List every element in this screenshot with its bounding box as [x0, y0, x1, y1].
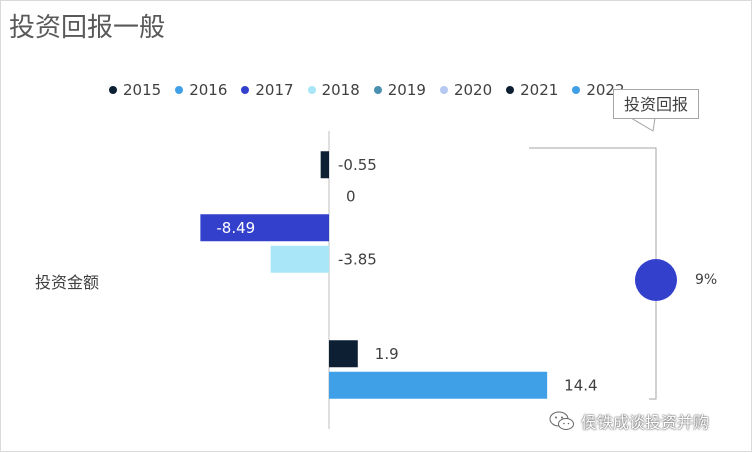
legend-marker-2022: [572, 86, 581, 94]
chart-legend: 2015 2016 2017 2018 2019 2020 2021 2022: [109, 80, 639, 100]
data-label-2017: -8.49: [216, 219, 255, 237]
legend-label-2017: 2017: [255, 81, 294, 99]
legend-marker-2015: [109, 86, 117, 94]
legend-marker-2016: [175, 86, 184, 94]
return-marker: [635, 259, 677, 301]
data-label-2022: 14.4: [564, 376, 597, 394]
category-axis-label: 投资金额: [35, 273, 100, 292]
legend-label-2021: 2021: [520, 81, 559, 99]
legend-label-2015: 2015: [123, 81, 162, 99]
legend-item-2017: 2017: [241, 81, 294, 99]
data-label-2021: 1.9: [375, 345, 399, 363]
legend-item-2015: 2015: [109, 81, 161, 99]
legend-item-2018: 2018: [307, 81, 360, 99]
legend-item-2020: 2020: [439, 81, 493, 99]
legend-label-2016: 2016: [189, 81, 228, 99]
bar-2018: [270, 245, 329, 273]
wechat-icon: [549, 411, 574, 430]
legend-label-2020: 2020: [453, 81, 493, 99]
legend-marker-2020: [439, 86, 448, 94]
legend-marker-2017: [241, 86, 250, 94]
legend-marker-2018: [307, 86, 316, 94]
bar-2021: [329, 340, 358, 368]
legend-item-2019: 2019: [373, 81, 426, 99]
legend-item-2016: 2016: [175, 81, 227, 99]
data-label-2015: -0.55: [338, 156, 377, 174]
legend-label-2018: 2018: [321, 81, 360, 99]
legend-marker-2019: [373, 86, 382, 94]
bar-2022: [329, 371, 548, 399]
return-value-label: 9%: [695, 272, 718, 288]
return-callout: 投资回报: [613, 89, 699, 119]
chart-title: 投资回报一般: [9, 13, 166, 43]
data-label-2016: 0: [346, 187, 356, 205]
legend-item-2021: 2021: [506, 81, 558, 99]
legend-marker-2021: [506, 86, 515, 94]
bar-2017: [200, 214, 329, 242]
watermark: 侯铁成谈投资并购: [549, 409, 709, 433]
watermark-text: 侯铁成谈投资并购: [581, 413, 710, 432]
legend-label-2019: 2019: [387, 81, 426, 99]
bar-2015: [320, 151, 329, 179]
data-label-2018: -3.85: [338, 250, 377, 268]
